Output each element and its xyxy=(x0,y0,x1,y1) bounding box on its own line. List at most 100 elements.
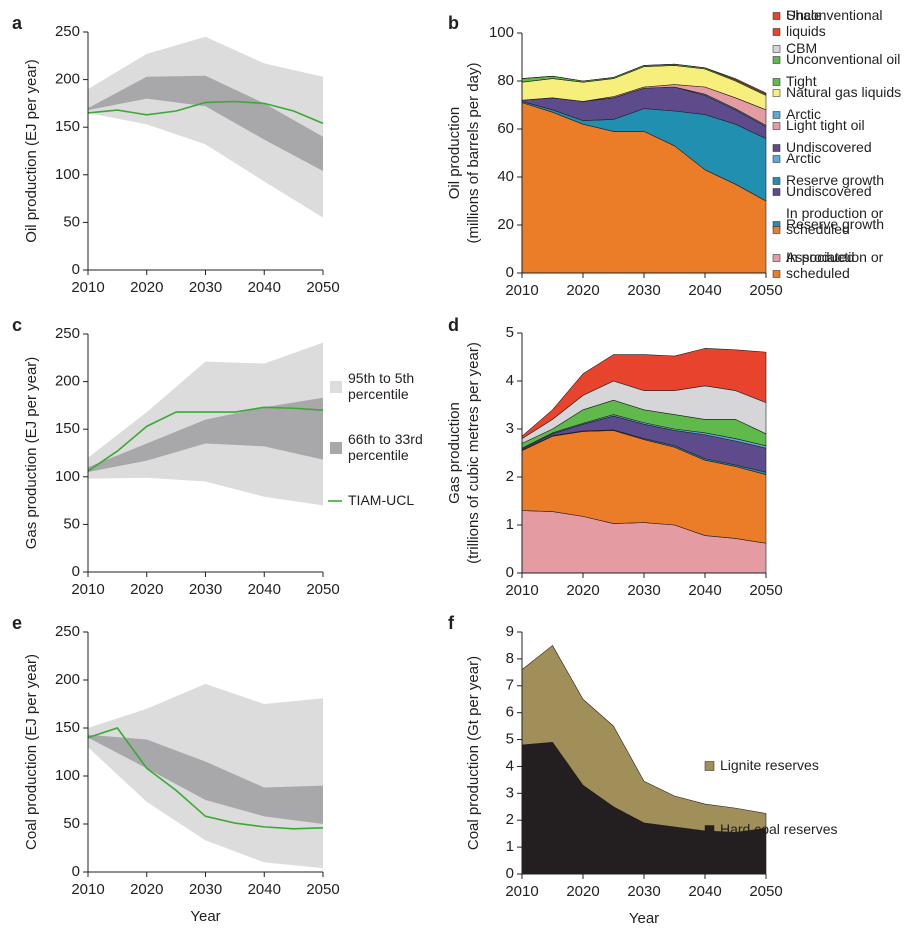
legend-label: Tight xyxy=(786,73,817,89)
y-tick-label: 200 xyxy=(55,671,80,688)
y-axis-title: Oil production xyxy=(446,107,463,200)
legend-swatch xyxy=(330,442,342,454)
y-tick-label: 5 xyxy=(506,731,514,748)
x-tick-label: 2020 xyxy=(130,279,163,296)
stacked-area xyxy=(521,348,767,439)
x-tick-label: 2030 xyxy=(189,581,222,598)
y-tick-label: 0 xyxy=(506,865,514,882)
y-tick-label: 200 xyxy=(55,71,80,88)
model-line xyxy=(87,727,324,830)
x-tick-label: 2050 xyxy=(306,279,339,296)
y-tick-label: 40 xyxy=(497,168,514,185)
y-tick-label: 50 xyxy=(63,515,80,532)
y-tick-label: 100 xyxy=(55,767,80,784)
x-tick-label: 2040 xyxy=(248,581,281,598)
legend-label: Unconventional oil xyxy=(786,51,900,67)
y-tick-label: 50 xyxy=(63,213,80,230)
legend-label: Arctic xyxy=(786,150,821,166)
y-tick-label: 50 xyxy=(63,815,80,832)
percentile-band xyxy=(88,75,323,171)
y-tick-label: 0 xyxy=(72,863,80,880)
x-tick-label: 2040 xyxy=(248,881,281,898)
legend-swatch xyxy=(772,270,781,278)
legend-label: In production or scheduled xyxy=(786,249,887,281)
legend-swatch xyxy=(772,56,781,64)
legend-swatch xyxy=(772,45,781,53)
legend-label: CBM xyxy=(786,40,817,56)
x-tick-label: 2030 xyxy=(189,279,222,296)
x-tick-label: 2010 xyxy=(505,883,538,900)
legend-swatch xyxy=(772,155,781,163)
x-tick-label: 2050 xyxy=(749,582,782,599)
x-tick-label: 2030 xyxy=(627,582,660,599)
y-tick-label: 6 xyxy=(506,704,514,721)
y-tick-label: 150 xyxy=(55,719,80,736)
legend-label: Shale xyxy=(786,7,822,23)
y-tick-label: 250 xyxy=(55,623,80,640)
legend-label: Reserve growth xyxy=(786,172,884,188)
y-axis-title: Gas production xyxy=(446,402,463,504)
panel-label: e xyxy=(12,613,22,633)
legend-swatch xyxy=(772,12,781,20)
model-line xyxy=(87,406,324,472)
legend-swatch xyxy=(704,761,715,771)
panel-label: d xyxy=(448,315,459,335)
legend-label: 66th to 33rd percentile xyxy=(348,431,427,463)
x-tick-label: 2040 xyxy=(688,883,721,900)
x-tick-label: 2020 xyxy=(130,581,163,598)
legend-label: Natural gas liquids xyxy=(786,84,901,100)
x-tick-label: 2040 xyxy=(248,279,281,296)
y-axis-title: Gas production (EJ per year) xyxy=(23,357,40,550)
legend-label: In production or scheduled xyxy=(786,205,887,237)
y-tick-label: 150 xyxy=(55,118,80,135)
legend-label: Lignite reserves xyxy=(720,757,819,773)
y-tick-label: 200 xyxy=(55,373,80,390)
x-tick-label: 2020 xyxy=(130,881,163,898)
y-tick-label: 80 xyxy=(497,72,514,89)
x-tick-label: 2030 xyxy=(627,282,660,299)
panel-label: b xyxy=(448,13,459,33)
y-tick-label: 2 xyxy=(506,468,514,485)
panel-label: f xyxy=(448,613,455,633)
y-tick-label: 7 xyxy=(506,677,514,694)
y-axis-title: Coal production (Gt per year) xyxy=(465,656,482,850)
y-tick-label: 5 xyxy=(506,324,514,341)
x-tick-label: 2010 xyxy=(71,581,104,598)
x-tick-label: 2030 xyxy=(189,881,222,898)
y-tick-label: 0 xyxy=(506,564,514,581)
legend-label: 95th to 5th percentile xyxy=(348,370,418,402)
y-tick-label: 100 xyxy=(55,468,80,485)
y-tick-label: 20 xyxy=(497,216,514,233)
legend-label: Reserve growth xyxy=(786,216,884,232)
y-tick-label: 100 xyxy=(489,24,514,41)
y-tick-label: 1 xyxy=(506,516,514,533)
legend-label: TIAM-UCL xyxy=(348,492,414,508)
legend-swatch xyxy=(772,28,781,36)
y-tick-label: 3 xyxy=(506,784,514,801)
legend-swatch xyxy=(772,122,781,130)
legend-label: Hard coal reserves xyxy=(720,821,838,837)
y-tick-label: 2 xyxy=(506,811,514,828)
y-tick-label: 150 xyxy=(55,420,80,437)
x-tick-label: 2020 xyxy=(566,282,599,299)
legend-swatch xyxy=(772,78,781,86)
x-tick-label: 2010 xyxy=(71,279,104,296)
x-tick-label: 2050 xyxy=(306,581,339,598)
legend-label: Undiscovered xyxy=(786,183,872,199)
legend-swatch xyxy=(772,177,781,185)
y-tick-label: 0 xyxy=(506,264,514,281)
y-tick-label: 9 xyxy=(506,623,514,640)
x-tick-label: 2020 xyxy=(566,582,599,599)
stacked-area xyxy=(521,63,767,95)
legend-label: Light tight oil xyxy=(786,117,865,133)
legend-swatch xyxy=(772,111,781,119)
y-axis-title: (millions of barrels per day) xyxy=(465,63,482,244)
panel-label: a xyxy=(12,13,23,33)
y-axis-title: (trillions of cubic metres per year) xyxy=(465,342,482,564)
legend-swatch xyxy=(772,226,781,234)
x-tick-label: 2050 xyxy=(306,881,339,898)
percentile-band xyxy=(88,397,323,473)
y-tick-label: 0 xyxy=(72,261,80,278)
